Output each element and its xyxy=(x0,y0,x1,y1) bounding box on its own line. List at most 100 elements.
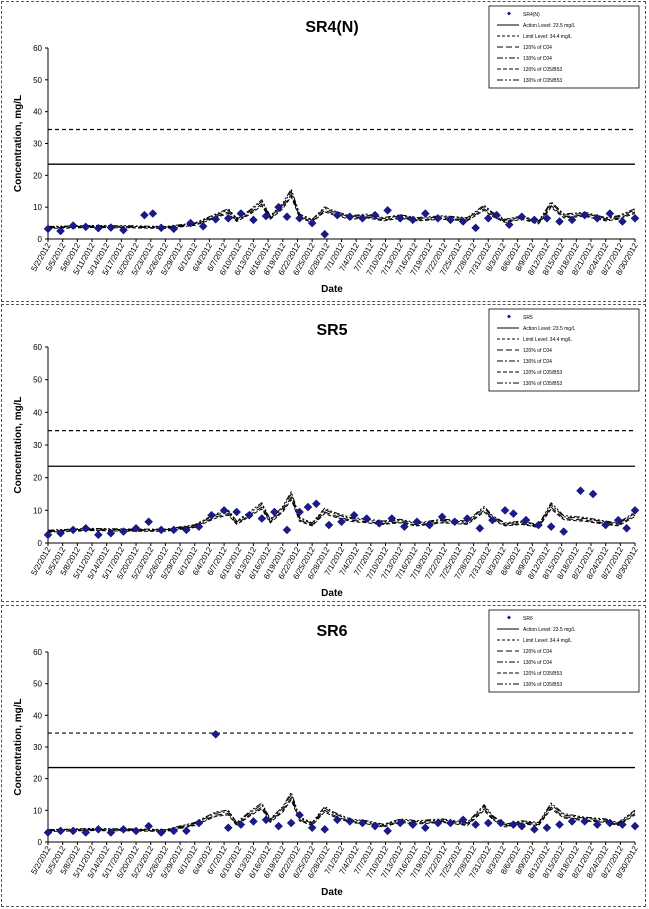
data-point xyxy=(56,226,65,236)
data-point xyxy=(530,824,539,834)
legend-label: 120% of C05/B53 xyxy=(523,370,562,376)
data-point xyxy=(140,210,149,220)
y-tick-label: 60 xyxy=(33,44,42,53)
chart-panel-sr4n: SR4(N) 0 10 20 30 40 50 60 5/2/2012 5/5/2012 5/8/2… xyxy=(1,1,646,302)
data-point xyxy=(68,221,78,230)
data-point xyxy=(555,820,564,829)
data-point xyxy=(68,525,78,535)
data-point xyxy=(483,818,493,828)
data-point xyxy=(236,209,246,218)
y-tick-label: 0 xyxy=(38,539,43,548)
y-tick-label: 40 xyxy=(33,711,42,720)
data-point xyxy=(332,815,342,825)
legend-marker xyxy=(507,11,511,16)
data-point xyxy=(605,818,615,828)
data-point xyxy=(106,528,116,538)
data-point xyxy=(483,213,493,223)
data-point xyxy=(223,823,233,833)
data-point xyxy=(81,222,91,232)
y-tick-label: 50 xyxy=(33,680,42,689)
data-point xyxy=(156,525,166,535)
legend-marker xyxy=(507,314,511,319)
data-point xyxy=(471,820,481,829)
y-tick-label: 10 xyxy=(33,506,42,515)
data-point xyxy=(320,229,330,239)
y-tick-label: 60 xyxy=(33,648,42,657)
legend-label: 130% of C05/B53 xyxy=(523,78,562,84)
data-point xyxy=(169,525,179,535)
data-point xyxy=(546,522,556,532)
data-point xyxy=(496,818,506,828)
data-point xyxy=(131,523,141,533)
data-point xyxy=(286,818,296,828)
data-point xyxy=(630,213,640,223)
data-point xyxy=(362,514,372,523)
data-point xyxy=(311,499,321,509)
data-point xyxy=(303,502,313,512)
data-point xyxy=(588,489,598,499)
data-point xyxy=(349,510,359,520)
data-point xyxy=(408,820,418,829)
data-point xyxy=(421,209,430,218)
y-axis-label: Concentration, mg/L xyxy=(13,698,24,795)
data-point xyxy=(471,223,481,233)
data-point xyxy=(56,826,65,836)
data-point xyxy=(56,528,65,538)
data-point xyxy=(320,824,330,834)
data-point xyxy=(509,820,518,829)
data-point xyxy=(249,817,258,826)
y-tick-label: 40 xyxy=(33,108,42,117)
data-point xyxy=(509,509,518,518)
data-point xyxy=(307,823,317,833)
y-tick-label: 10 xyxy=(33,203,42,212)
data-point xyxy=(156,223,166,233)
data-point xyxy=(274,821,283,831)
data-point xyxy=(332,210,342,220)
series-120-c05-b53 xyxy=(47,798,636,833)
data-point xyxy=(307,218,317,228)
data-point xyxy=(169,224,179,234)
data-point xyxy=(462,514,472,523)
data-point xyxy=(169,826,179,836)
y-tick-label: 20 xyxy=(33,171,42,180)
data-point xyxy=(395,818,405,828)
x-axis-label: Date xyxy=(321,588,343,599)
data-point xyxy=(492,210,501,220)
data-point xyxy=(194,522,204,532)
data-point xyxy=(156,828,166,837)
chart-panel-sr6: SR6 0 10 20 30 40 50 60 5/2/2012 5/5/2012 5/8/2012… xyxy=(1,605,646,907)
legend-label: 130% of C05/B53 xyxy=(523,682,562,688)
legend-label: 120% of C05/B53 xyxy=(523,67,562,73)
legend-box xyxy=(488,308,640,392)
data-point xyxy=(219,505,229,515)
y-axis-label: Concentration, mg/L xyxy=(13,95,24,192)
data-point xyxy=(458,217,468,226)
data-point xyxy=(613,515,623,525)
y-tick-label: 30 xyxy=(33,441,42,450)
legend-label: SR5 xyxy=(523,315,533,321)
data-point xyxy=(580,817,590,826)
data-point xyxy=(345,212,355,222)
y-tick-label: 30 xyxy=(33,140,42,149)
data-point xyxy=(43,530,53,540)
data-point xyxy=(261,211,271,221)
legend-label: 120% of C04 xyxy=(523,348,552,354)
data-point xyxy=(517,821,527,831)
series-120-c04 xyxy=(47,796,636,832)
series-120-c05-b53 xyxy=(47,195,636,229)
data-point xyxy=(605,209,615,218)
data-point xyxy=(433,213,443,223)
data-point xyxy=(534,520,543,530)
data-point xyxy=(93,530,103,540)
legend-label: SR4(N) xyxy=(523,12,540,18)
data-point xyxy=(198,221,208,231)
data-point xyxy=(370,210,380,220)
data-point xyxy=(446,818,455,828)
data-point xyxy=(601,520,611,530)
y-tick-label: 50 xyxy=(33,76,42,85)
data-point xyxy=(148,209,158,218)
legend-label: 130% of C04 xyxy=(523,660,552,666)
data-point xyxy=(542,213,552,223)
data-point xyxy=(211,214,221,224)
data-point xyxy=(106,828,116,837)
